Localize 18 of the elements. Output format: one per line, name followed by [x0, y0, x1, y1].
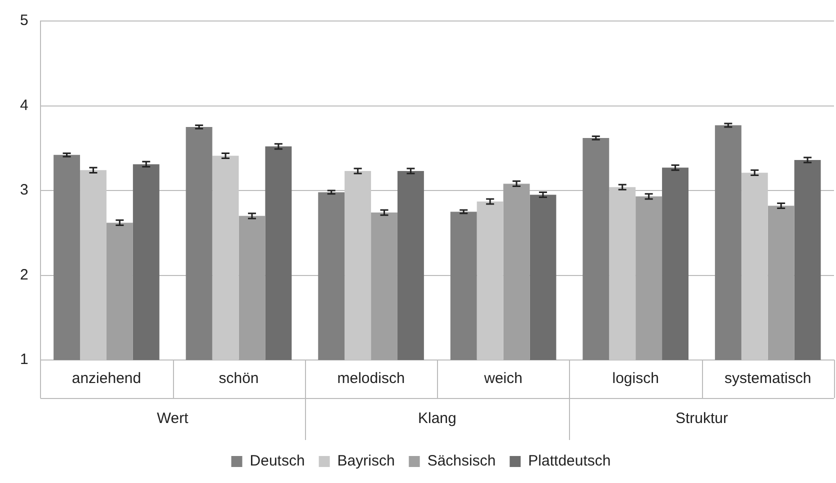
legend-label: Bayrisch: [337, 452, 395, 470]
y-tick-label: 3: [20, 182, 28, 199]
legend-label: Sächsisch: [427, 452, 496, 470]
x-tick-label: schön: [218, 370, 259, 388]
x-tick-label: weich: [483, 370, 522, 388]
y-tick-label: 2: [20, 266, 28, 284]
legend-label: Plattdeutsch: [528, 452, 611, 470]
text: Wert: [156, 410, 190, 428]
x-tick-label: melodisch: [337, 370, 405, 388]
y-tick-label: 4: [20, 96, 28, 114]
x-tick-label: anziehend: [72, 370, 142, 388]
legend-label: Deutsch: [250, 452, 305, 470]
text: Klang: [418, 410, 456, 428]
y-tick-label: 1: [20, 351, 28, 368]
text: Struktur: [675, 410, 728, 428]
x-tick-label: systematisch: [724, 370, 812, 388]
y-tick-label: 5: [20, 12, 28, 30]
x-tick-label: logisch: [612, 370, 659, 388]
